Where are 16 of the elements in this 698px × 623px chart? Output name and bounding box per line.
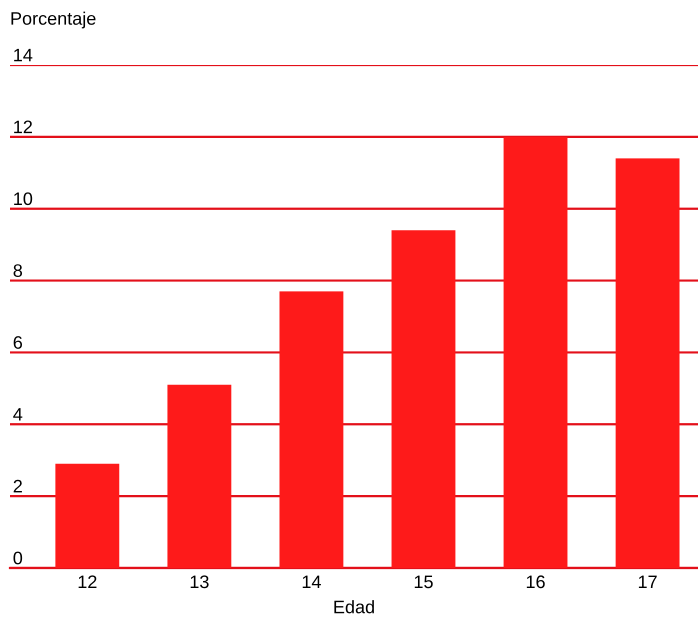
x-tick-label: 14 [302, 576, 321, 588]
y-axis-title: Porcentaje [11, 12, 96, 28]
y-tick-label: 0 [13, 552, 22, 564]
y-tick-label: 6 [14, 336, 22, 349]
x-tick-label: 16 [526, 575, 545, 588]
x-tick-label: 12 [78, 575, 96, 588]
y-tick-label: 14 [14, 48, 32, 62]
x-tick-label: 17 [638, 576, 657, 588]
y-tick-label: 2 [14, 480, 22, 492]
x-tick-label: 15 [414, 576, 433, 588]
y-tick-label: 10 [14, 192, 32, 206]
x-axis-title: Edad [334, 600, 374, 614]
y-tick-label: 12 [14, 120, 32, 134]
x-tick-label: 13 [190, 575, 209, 588]
y-tick-label: 8 [14, 264, 22, 278]
y-tick-label: 4 [13, 408, 22, 421]
